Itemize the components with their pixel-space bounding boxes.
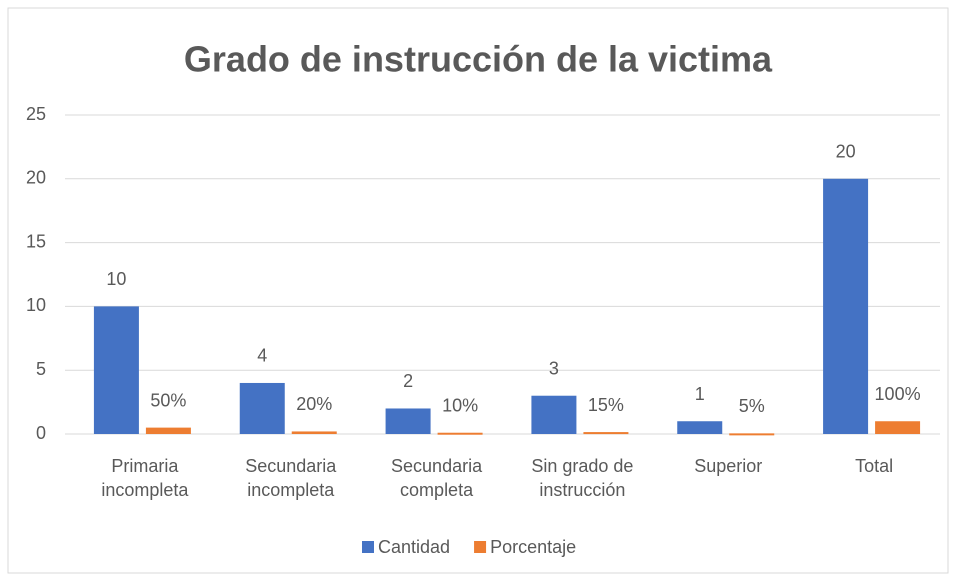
data-label: 50%: [150, 390, 186, 410]
y-tick-label: 20: [26, 168, 46, 188]
bar: [145, 427, 191, 434]
y-tick-label: 0: [36, 423, 46, 443]
bar: [385, 408, 431, 434]
data-label: 1: [695, 384, 705, 404]
bar: [291, 431, 337, 434]
bar: [823, 178, 869, 434]
bar: [239, 382, 285, 434]
data-label: 5%: [739, 396, 765, 416]
legend-label: Porcentaje: [490, 537, 576, 557]
y-tick-label: 10: [26, 295, 46, 315]
data-label: 10%: [442, 395, 478, 415]
bar: [531, 395, 577, 434]
legend-label: Cantidad: [378, 537, 450, 557]
x-tick-label: Primaria incompleta: [101, 456, 189, 500]
data-label: 15%: [588, 395, 624, 415]
x-tick-label: Superior: [694, 456, 763, 476]
data-label: 100%: [875, 384, 921, 404]
data-label: 20%: [296, 394, 332, 414]
data-label: 20: [836, 142, 856, 162]
data-label: 2: [403, 371, 413, 391]
y-tick-label: 15: [26, 231, 46, 251]
x-tick-label: Secundaria incompleta: [245, 456, 337, 500]
y-tick-label: 25: [26, 104, 46, 124]
x-tick-label: Sin grado de instrucción: [531, 456, 634, 500]
bar: [437, 432, 483, 435]
data-label: 4: [257, 346, 267, 366]
data-label: 10: [106, 269, 126, 289]
bar: [875, 421, 921, 434]
chart-title: Grado de instrucción de la victima: [184, 39, 773, 80]
data-label: 3: [549, 358, 559, 378]
bar: [93, 306, 139, 434]
chart-border: [7, 7, 949, 574]
x-tick-label: Secundaria completa: [391, 456, 483, 500]
y-tick-label: 5: [36, 359, 46, 379]
legend-swatch: [474, 541, 487, 553]
bar: [677, 421, 723, 434]
x-tick-label: Total: [855, 456, 894, 476]
bar: [583, 432, 629, 435]
legend-swatch: [362, 541, 374, 553]
bar: [729, 433, 775, 436]
